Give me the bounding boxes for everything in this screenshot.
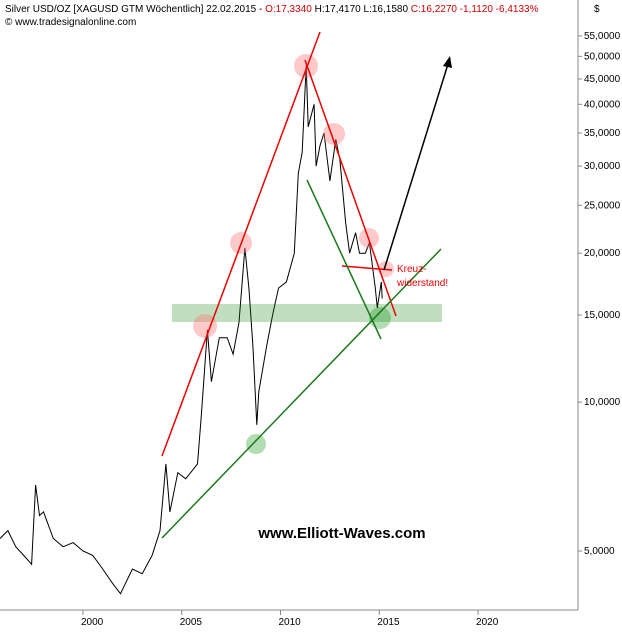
trend-line — [161, 31, 321, 457]
watermark: www.Elliott-Waves.com — [257, 525, 425, 542]
arrow — [383, 63, 449, 271]
y-tick-label: 15,0000 — [584, 310, 621, 321]
y-tick-label: 30,0000 — [584, 161, 621, 172]
highlight — [323, 123, 345, 145]
header-part: C:16,2270 -1,1120 -6,4133% — [411, 4, 539, 15]
annotation: widerstand! — [396, 278, 448, 289]
annotation: Kreuz- — [397, 264, 426, 275]
trend-line — [304, 59, 397, 317]
y-tick-label: 5,0000 — [584, 546, 615, 557]
x-tick-label: 2005 — [180, 617, 203, 628]
header-part: O:17,3340 — [265, 4, 312, 15]
header-part: Silver USD/OZ [XAGUSD GTM Wöchentlich] 2… — [5, 4, 265, 15]
x-tick-label: 2000 — [81, 617, 104, 628]
y-tick-label: 20,0000 — [584, 248, 621, 259]
x-tick-label: 2020 — [476, 617, 499, 628]
trend-line — [161, 248, 442, 539]
highlight — [193, 314, 217, 338]
highlight — [369, 307, 391, 329]
annotations — [161, 31, 452, 539]
chart-header: Silver USD/OZ [XAGUSD GTM Wöchentlich] 2… — [5, 4, 539, 15]
x-tick-label: 2015 — [377, 617, 400, 628]
y-tick-label: 50,0000 — [584, 51, 621, 62]
trend-line — [306, 179, 382, 340]
y-tick-label: 25,0000 — [584, 200, 621, 211]
arrow-head — [443, 56, 452, 68]
source: © www.tradesignalonline.com — [5, 17, 136, 28]
y-tick-label: 35,0000 — [584, 128, 621, 139]
x-tick-label: 2010 — [279, 617, 302, 628]
y-tick-label: 55,0000 — [584, 31, 621, 42]
y-tick-label: 10,0000 — [584, 397, 621, 408]
highlight — [246, 434, 266, 454]
y-tick-label: 45,0000 — [584, 74, 621, 85]
header-part: H:17,4170 L:16,1580 — [312, 4, 411, 15]
highlight — [294, 54, 318, 78]
currency: $ — [594, 4, 600, 15]
y-tick-label: 40,0000 — [584, 99, 621, 110]
